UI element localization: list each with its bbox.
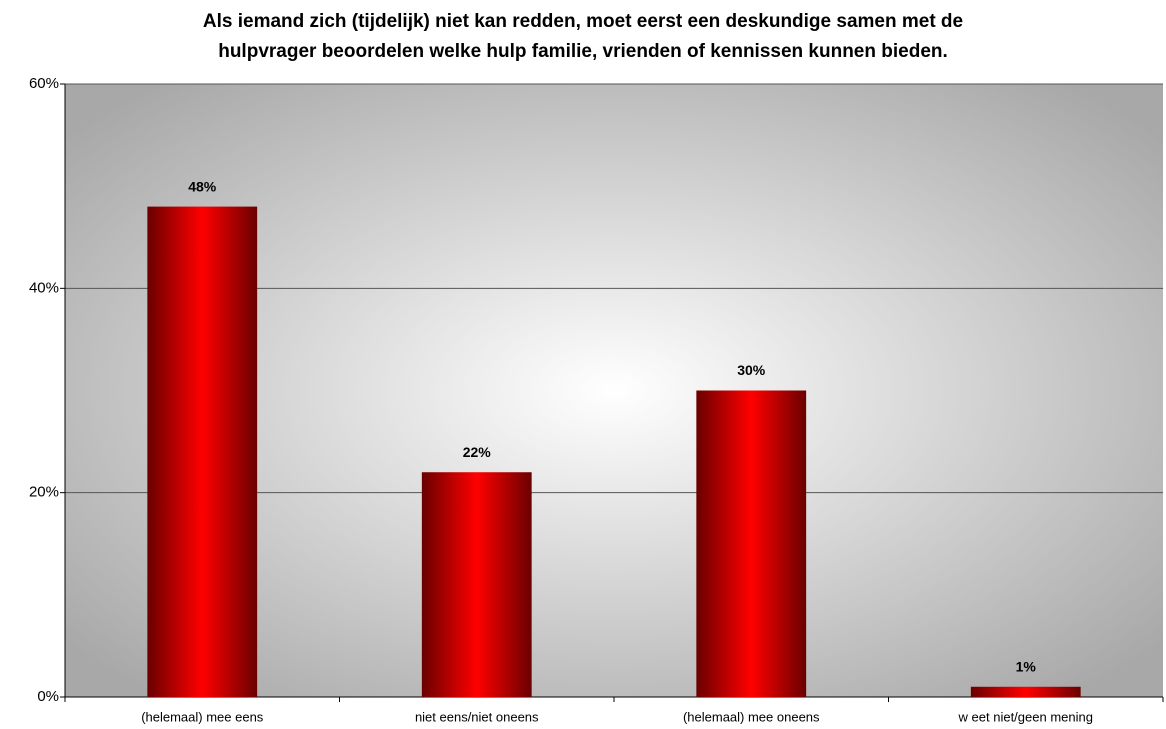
bar	[147, 206, 258, 697]
y-tick-label: 0%	[37, 688, 59, 705]
y-tick-label: 40%	[29, 279, 59, 296]
y-tick-label: 60%	[29, 75, 59, 92]
data-label: 30%	[737, 362, 766, 378]
y-tick-label: 20%	[29, 484, 59, 501]
x-tick-label: w eet niet/geen mening	[958, 709, 1093, 724]
x-tick-label: niet eens/niet oneens	[415, 709, 539, 724]
chart-title: hulpvrager beoordelen welke hulp familie…	[218, 41, 948, 62]
x-tick-label: (helemaal) mee oneens	[683, 709, 820, 724]
data-label: 48%	[188, 178, 217, 194]
chart-title: Als iemand zich (tijdelijk) niet kan red…	[203, 11, 963, 32]
bar	[421, 472, 532, 697]
data-label: 1%	[1016, 658, 1037, 674]
data-label: 22%	[463, 444, 492, 460]
x-tick-label: (helemaal) mee eens	[141, 709, 264, 724]
bar	[696, 390, 807, 697]
bar	[970, 686, 1081, 697]
